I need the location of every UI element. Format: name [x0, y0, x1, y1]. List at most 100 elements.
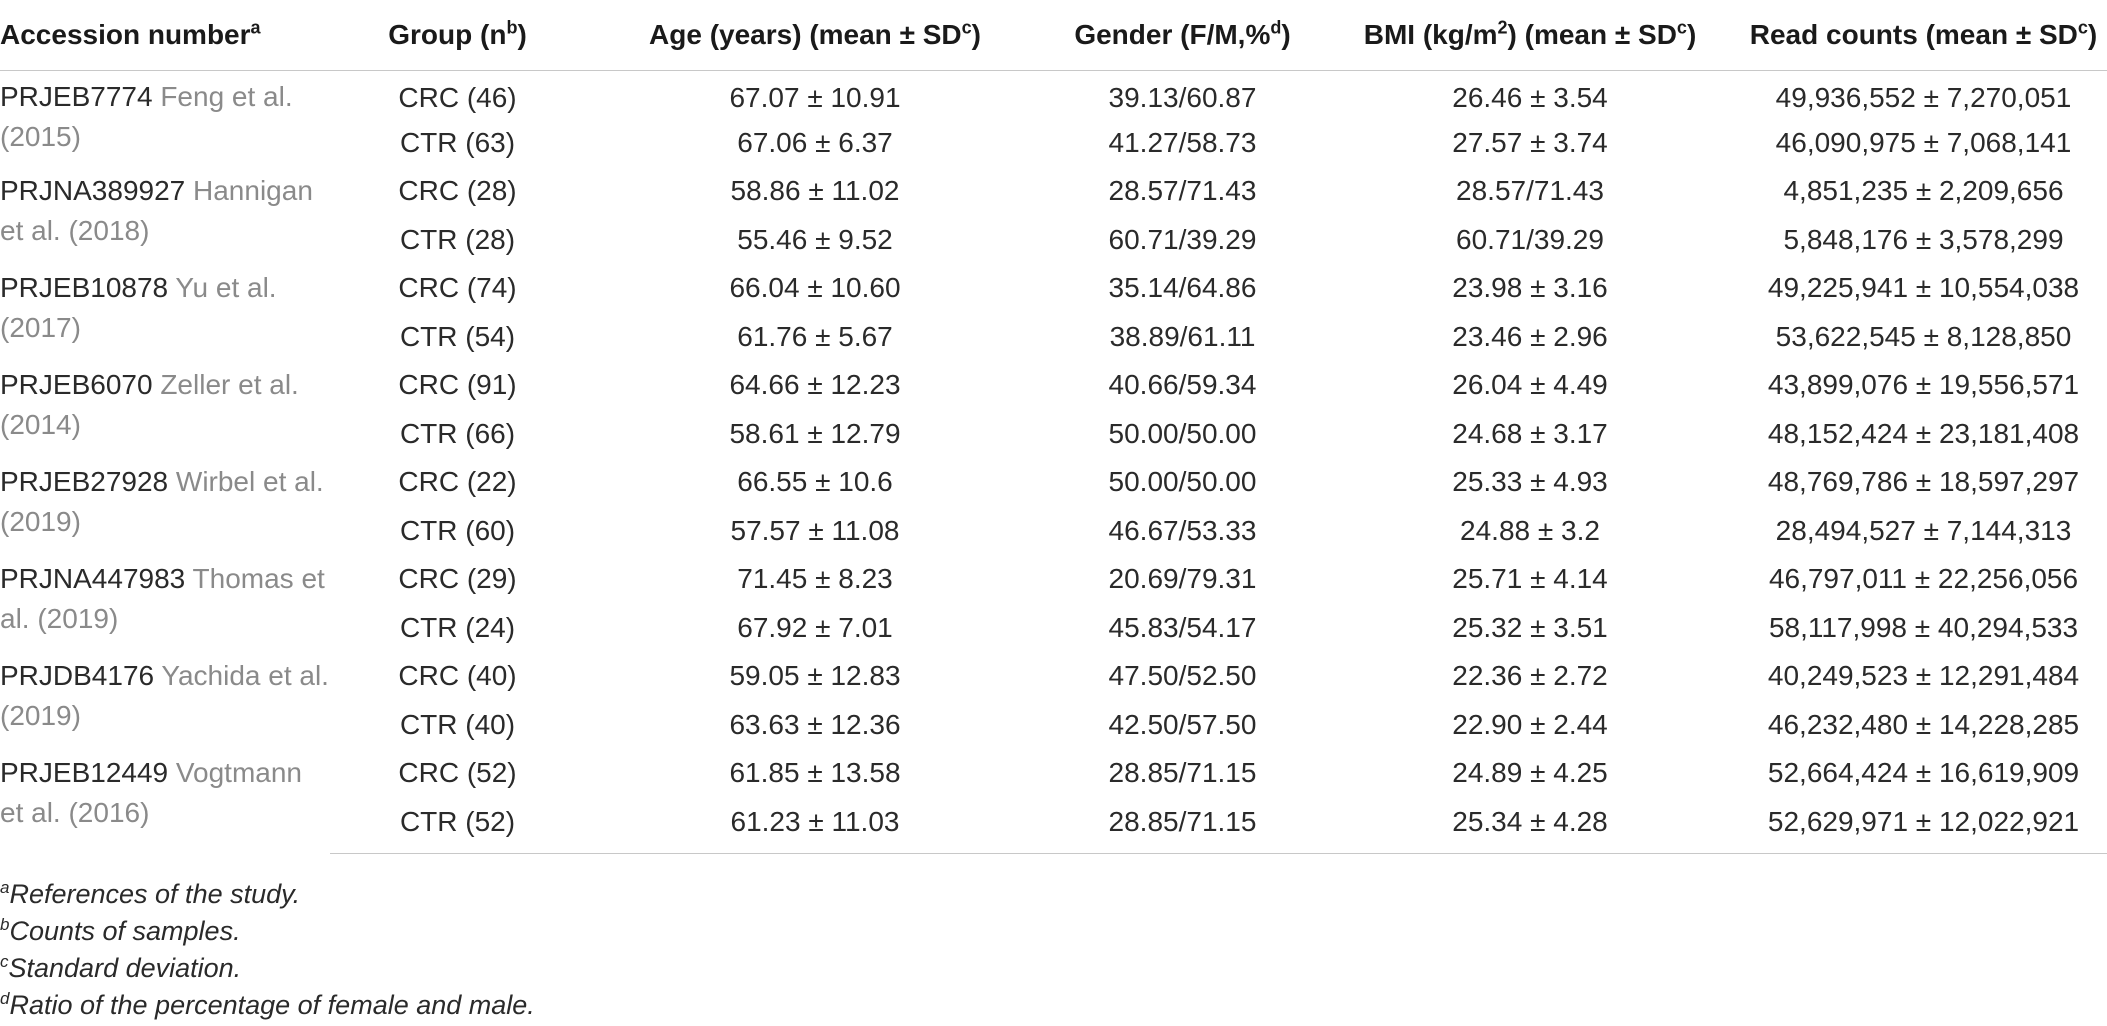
bmi-cell: 60.71/39.29 — [1456, 223, 1604, 255]
table-row: PRJNA447983 Thomas et al. (2019) CRC (29)… — [0, 555, 2107, 634]
bmi-cell: 25.71 ± 4.14 — [1452, 563, 1608, 595]
group-cell: CRC (74) — [398, 272, 517, 304]
header-row: Accession numbera Group (nb) Age (years)… — [0, 0, 2107, 71]
footnote-mark: c — [0, 952, 9, 971]
accession-cell: PRJEB12449 Vogtmann et al. (2016) — [0, 749, 330, 854]
footnote-text: Standard deviation. — [8, 953, 242, 983]
group-cell: CRC (22) — [398, 466, 517, 498]
age-cell: 67.06 ± 6.37 — [737, 126, 893, 158]
citation-link[interactable]: Vogtmann et al. (2016) — [0, 757, 302, 828]
age-cell: 55.46 ± 9.52 — [737, 223, 893, 255]
citation-link[interactable]: Yu et al. (2017) — [0, 272, 277, 343]
bmi-cell: 26.46 ± 3.54 — [1452, 81, 1608, 113]
table-row: PRJEB7774 Feng et al. (2015) CRC (46) 67.0… — [0, 70, 2107, 152]
group-cell: CTR (24) — [399, 611, 516, 643]
table-footnotes: aReferences of the study. bCounts of samp… — [0, 876, 535, 1024]
gender-cell: 20.69/79.31 — [1108, 563, 1257, 595]
header-bmi: BMI (kg/m2) (mean ± SDc) — [1320, 0, 1740, 71]
study-characteristics-table: Accession numbera Group (nb) Age (years)… — [0, 0, 2107, 854]
citation-link[interactable]: Feng et al. (2015) — [0, 80, 293, 152]
read-counts-cell: 46,090,975 ± 7,068,141 — [1775, 126, 2072, 158]
bmi-cell: 27.57 ± 3.74 — [1452, 126, 1608, 158]
footnote-text: Ratio of the percentage of female and ma… — [9, 990, 535, 1020]
table-row: PRJNA389927 Hannigan et al. (2018) CRC (2… — [0, 167, 2107, 246]
group-cell: CTR (54) — [399, 320, 516, 352]
citation-link[interactable]: Wirbel et al. (2019) — [0, 466, 324, 537]
group-cell: CRC (46) — [398, 81, 517, 113]
table-row: PRJEB6070 Zeller et al. (2014) CRC (91) 64… — [0, 361, 2107, 440]
age-cell: 61.85 ± 13.58 — [729, 757, 901, 789]
bmi-cell: 25.32 ± 3.51 — [1452, 611, 1608, 643]
table-row: PRJEB27928 Wirbel et al. (2019) CRC (22) 6… — [0, 458, 2107, 537]
header-read-counts: Read counts (mean ± SDc) — [1740, 0, 2107, 71]
age-cell: 61.76 ± 5.67 — [737, 320, 893, 352]
accession-cell: PRJNA447983 Thomas et al. (2019) — [0, 555, 330, 652]
data-table-container: Accession numbera Group (nb) Age (years)… — [0, 0, 2107, 854]
gender-cell: 28.57/71.43 — [1108, 175, 1257, 207]
read-counts-cell: 49,936,552 ± 7,270,051 — [1775, 81, 2072, 113]
gender-cell: 50.00/50.00 — [1108, 417, 1257, 449]
read-counts-cell: 48,769,786 ± 18,597,297 — [1767, 466, 2080, 498]
footnote: aReferences of the study. — [0, 876, 535, 913]
accession-id: PRJEB10878 — [0, 272, 169, 303]
bmi-cell: 25.33 ± 4.93 — [1452, 466, 1608, 498]
read-counts-cell: 40,249,523 ± 12,291,484 — [1767, 660, 2080, 692]
bmi-cell: 23.98 ± 3.16 — [1452, 272, 1608, 304]
read-counts-cell: 52,629,971 ± 12,022,921 — [1740, 797, 2107, 854]
group-cell: CTR (40) — [399, 708, 516, 740]
group-cell: CRC (52) — [398, 757, 517, 789]
group-cell: CTR (66) — [399, 417, 516, 449]
gender-cell: 40.66/59.34 — [1108, 369, 1257, 401]
bmi-cell: 23.46 ± 2.96 — [1452, 320, 1608, 352]
table-row: PRJDB4176 Yachida et al. (2019) CRC (40) 5… — [0, 652, 2107, 731]
accession-cell: PRJEB10878 Yu et al. (2017) — [0, 264, 330, 361]
gender-cell: 28.85/71.15 — [1108, 757, 1257, 789]
accession-cell: PRJDB4176 Yachida et al. (2019) — [0, 652, 330, 749]
table-row: CTR (63) 67.06 ± 6.37 41.27/58.73 27.57 ± 3… — [0, 119, 2107, 168]
age-cell: 64.66 ± 12.23 — [729, 369, 901, 401]
accession-id: PRJDB4176 — [0, 660, 155, 691]
bmi-cell: 22.36 ± 2.72 — [1452, 660, 1608, 692]
read-counts-cell: 52,664,424 ± 16,619,909 — [1767, 757, 2080, 789]
accession-id: PRJNA389927 — [0, 175, 186, 206]
read-counts-cell: 48,152,424 ± 23,181,408 — [1767, 417, 2080, 449]
group-cell: CTR (28) — [399, 223, 516, 255]
table-row: CTR (54) 61.76 ± 5.67 38.89/61.11 23.46 ± 2… — [0, 313, 2107, 362]
table-header: Accession numbera Group (nb) Age (years)… — [0, 0, 2107, 71]
table-row: CTR (66) 58.61 ± 12.79 50.00/50.00 24.68 ± … — [0, 410, 2107, 459]
bmi-cell: 22.90 ± 2.44 — [1452, 708, 1608, 740]
read-counts-cell: 5,848,176 ± 3,578,299 — [1783, 223, 2064, 255]
bmi-cell: 24.89 ± 4.25 — [1452, 757, 1608, 789]
footnote-mark: a — [0, 878, 10, 897]
age-cell: 66.04 ± 10.60 — [729, 272, 901, 304]
table-row: PRJEB12449 Vogtmann et al. (2016) CRC (52… — [0, 749, 2107, 828]
gender-cell: 41.27/58.73 — [1108, 126, 1257, 158]
bmi-cell: 26.04 ± 4.49 — [1452, 369, 1608, 401]
accession-id: PRJEB27928 — [0, 466, 169, 497]
age-cell: 57.57 ± 11.08 — [730, 514, 900, 546]
read-counts-cell: 53,622,545 ± 8,128,850 — [1775, 320, 2072, 352]
gender-cell: 60.71/39.29 — [1108, 223, 1257, 255]
accession-cell: PRJEB27928 Wirbel et al. (2019) — [0, 458, 330, 555]
group-cell: CTR (63) — [399, 126, 516, 158]
footnote-text: References of the study. — [9, 879, 301, 909]
gender-cell: 35.14/64.86 — [1108, 272, 1257, 304]
gender-cell: 47.50/52.50 — [1108, 660, 1257, 692]
citation-link[interactable]: Yachida et al. (2019) — [0, 660, 329, 731]
group-cell: CTR (60) — [399, 514, 516, 546]
group-cell: CTR (52) — [330, 797, 585, 854]
read-counts-cell: 58,117,998 ± 40,294,533 — [1768, 611, 2079, 643]
bmi-cell: 28.57/71.43 — [1456, 175, 1604, 207]
footnote-mark: d — [0, 989, 10, 1008]
citation-link[interactable]: Zeller et al. (2014) — [0, 369, 299, 440]
gender-cell: 45.83/54.17 — [1108, 611, 1257, 643]
group-cell: CRC (28) — [398, 175, 517, 207]
header-age: Age (years) (mean ± SDc) — [585, 0, 1045, 71]
read-counts-cell: 46,797,011 ± 22,256,056 — [1768, 563, 2079, 595]
citation-link[interactable]: Thomas et al. (2019) — [0, 563, 325, 634]
read-counts-cell: 43,899,076 ± 19,556,571 — [1767, 369, 2080, 401]
table-row: CTR (24) 67.92 ± 7.01 45.83/54.17 25.32 ± 3… — [0, 604, 2107, 653]
citation-link[interactable]: Hannigan et al. (2018) — [0, 175, 313, 246]
group-cell: CRC (29) — [398, 563, 517, 595]
footnote-mark: b — [0, 915, 10, 934]
